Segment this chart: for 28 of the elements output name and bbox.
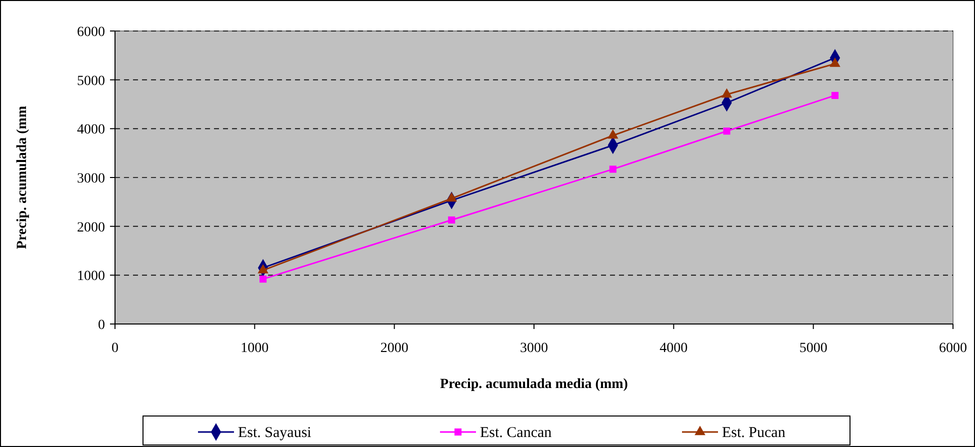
x-tick-label: 0 [112, 341, 118, 356]
point [609, 166, 616, 173]
x-tick-label: 3000 [520, 341, 548, 356]
legend-label: Est. Cancan [480, 425, 552, 441]
x-axis-title: Precip. acumulada media (mm) [440, 377, 628, 392]
y-axis-title: Precip. acumulada (mm [15, 106, 30, 250]
y-tick-label: 1000 [77, 269, 105, 284]
x-tick-label: 1000 [240, 341, 269, 356]
point [831, 92, 839, 99]
legend-label: Est. Pucan [722, 425, 786, 441]
y-tick-label: 3000 [77, 172, 105, 186]
x-tick-label: 5000 [799, 341, 828, 356]
y-tick-label: 6000 [77, 25, 105, 40]
point [721, 88, 732, 98]
legend-label: Est. Sayausi [238, 425, 312, 441]
point [608, 129, 618, 139]
point [830, 58, 840, 67]
point [723, 128, 730, 135]
y-tick-label: 5000 [77, 74, 105, 89]
x-tick-label: 2000 [380, 341, 408, 356]
point [260, 276, 267, 283]
y-tick-label: 2000 [77, 220, 105, 236]
y-tick-label: 0 [98, 318, 105, 333]
x-tick-label: 6000 [939, 341, 967, 356]
point [446, 192, 457, 202]
point [448, 216, 456, 224]
x-tick-label: 4000 [660, 341, 688, 356]
y-tick-label: 4000 [77, 122, 105, 138]
